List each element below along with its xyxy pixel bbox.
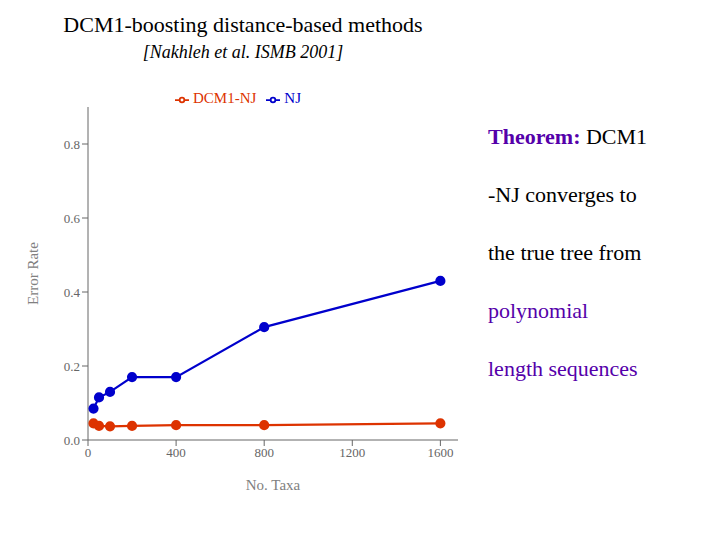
html-text:length sequences: length sequences bbox=[488, 356, 638, 381]
svg-text:0.6: 0.6 bbox=[64, 211, 81, 226]
svg-text:1200: 1200 bbox=[339, 445, 365, 460]
svg-text:400: 400 bbox=[166, 445, 186, 460]
html-text:NJ: NJ bbox=[284, 90, 301, 106]
svg-text:0.2: 0.2 bbox=[64, 359, 80, 374]
svg-text:0.4: 0.4 bbox=[64, 285, 81, 300]
svg-text:0.8: 0.8 bbox=[64, 137, 80, 152]
html-text:Theorem: DCM1: Theorem: DCM1 bbox=[488, 124, 648, 149]
svg-text:1600: 1600 bbox=[427, 445, 453, 460]
svg-text:Error Rate: Error Rate bbox=[25, 242, 41, 305]
svg-text:No. Taxa: No. Taxa bbox=[246, 477, 301, 493]
html-text:-NJ converges to: -NJ converges to bbox=[488, 182, 637, 207]
html-text:[Nakhleh et al. ISMB 2001]: [Nakhleh et al. ISMB 2001] bbox=[142, 42, 344, 62]
html-text:the true tree from: the true tree from bbox=[488, 240, 642, 265]
html-text:polynomial: polynomial bbox=[488, 298, 589, 323]
html-text:DCM1-boosting distance-based m: DCM1-boosting distance-based methods bbox=[63, 12, 423, 37]
svg-text:800: 800 bbox=[254, 445, 274, 460]
svg-text:0: 0 bbox=[85, 445, 92, 460]
svg-text:0.0: 0.0 bbox=[64, 433, 80, 448]
html-text:DCM1-NJ: DCM1-NJ bbox=[193, 90, 257, 106]
